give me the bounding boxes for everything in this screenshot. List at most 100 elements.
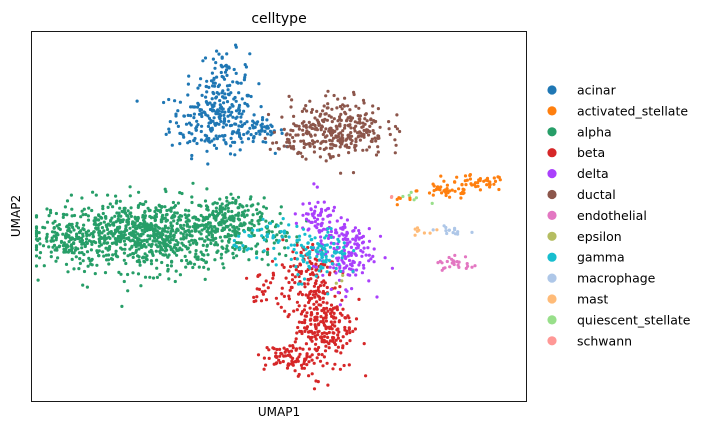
data-point [463,179,467,183]
data-point [453,253,457,257]
data-point [86,218,91,222]
legend-marker [547,273,557,283]
data-point [300,121,304,125]
data-point [243,122,247,126]
data-point [260,118,265,122]
data-point [137,190,141,194]
data-point [335,308,339,312]
data-point [320,338,324,342]
legend-label: ductal [577,187,616,202]
data-point [215,137,219,141]
data-point [123,243,127,247]
data-point [440,268,444,272]
data-point [340,252,345,256]
data-point [333,306,337,310]
data-point [99,221,103,225]
data-point [312,361,316,365]
data-point [326,89,330,93]
data-point [243,230,247,234]
data-point [72,251,76,255]
data-point [233,140,237,144]
data-point [167,239,171,244]
data-point [237,91,241,95]
data-point [232,225,236,229]
data-point [109,257,113,261]
data-point [121,233,126,238]
data-point [135,99,139,103]
data-point [322,334,327,339]
data-point [219,119,223,123]
data-point [369,117,373,121]
data-point [294,133,298,137]
data-point [193,229,197,233]
series-quiescent-stellate [401,190,434,205]
data-point [237,107,241,111]
data-point [331,209,335,213]
data-point [313,220,317,224]
data-point [284,348,288,352]
data-point [297,355,301,359]
data-point [217,223,221,227]
data-point [357,263,361,267]
data-point [238,148,242,152]
data-point [336,336,340,340]
data-point [445,259,449,264]
data-point [331,254,335,258]
data-point [351,237,355,241]
data-point [155,258,159,262]
data-point [255,287,259,291]
data-point [272,241,276,245]
data-point [413,227,417,231]
data-point [455,175,459,179]
data-point [357,106,361,110]
data-point [291,129,295,133]
data-point [451,231,455,235]
data-point [194,126,198,130]
data-point [287,235,291,239]
data-point [235,115,239,119]
data-point [65,199,70,203]
data-point [266,252,270,256]
data-point [244,65,248,69]
data-point [321,296,325,300]
data-point [274,141,279,145]
data-point [142,244,146,248]
data-point [336,119,340,123]
data-point [302,145,306,150]
data-point [492,176,496,180]
data-point [116,255,120,259]
data-point [448,195,452,199]
data-point [249,133,253,137]
data-point [231,218,235,222]
data-point [222,266,226,270]
data-point [243,215,247,219]
data-point [308,306,312,310]
data-point [232,256,236,260]
data-point [333,362,337,366]
data-point [190,132,194,136]
data-point [94,193,98,197]
data-point [261,292,265,296]
data-point [309,317,313,321]
data-point [189,114,193,118]
data-point [279,205,283,209]
data-point [227,109,231,114]
data-point [132,233,136,237]
data-point [348,240,352,244]
data-point [301,202,305,206]
data-point [262,238,266,242]
data-point [225,225,229,229]
data-point [233,153,237,157]
data-point [51,221,55,225]
data-point [41,244,46,248]
data-point [298,352,302,356]
data-point [354,137,358,141]
data-point [164,253,168,257]
data-point [318,359,323,363]
data-point [243,63,247,67]
data-point [344,143,349,147]
data-point [222,113,226,117]
data-point [308,290,312,294]
data-point [226,209,230,213]
data-point [289,362,294,366]
